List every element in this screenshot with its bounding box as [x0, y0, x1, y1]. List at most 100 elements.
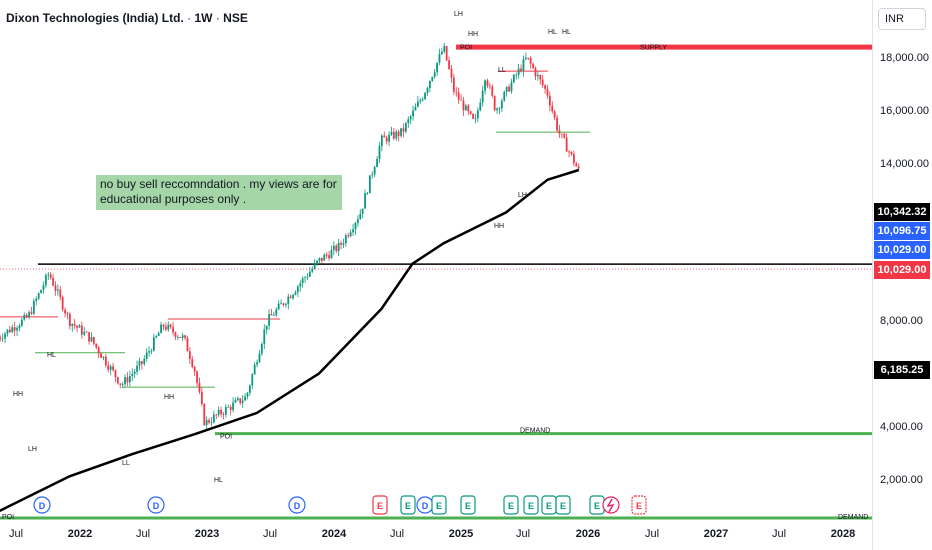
candle-175 — [416, 101, 419, 107]
y-tick-label: 14,000.00 — [880, 158, 929, 170]
poi-label-3: POI — [2, 514, 14, 521]
earnings-marker-label-7: E — [465, 501, 471, 511]
candle-67 — [157, 333, 160, 336]
swing-label-8: HH — [494, 223, 504, 230]
candle-202 — [481, 90, 484, 103]
ema-200-line — [0, 168, 580, 513]
candle-22 — [49, 274, 52, 278]
candle-194 — [462, 100, 465, 111]
candle-203 — [484, 80, 486, 91]
candle-89 — [210, 422, 213, 423]
candle-234 — [558, 130, 561, 134]
candle-177 — [421, 99, 424, 101]
candle-133 — [316, 260, 318, 264]
candle-114 — [270, 314, 273, 316]
candle-79 — [186, 337, 189, 352]
candle-149 — [354, 223, 357, 230]
candle-27 — [61, 297, 64, 310]
candle-73 — [172, 326, 174, 333]
candle-93 — [220, 409, 222, 415]
candle-23 — [52, 277, 54, 286]
candle-104 — [246, 392, 249, 397]
candle-83 — [196, 371, 198, 383]
candle-173 — [412, 110, 414, 117]
interval[interactable]: 1W — [194, 11, 213, 25]
candle-13 — [28, 312, 30, 318]
candle-98 — [232, 402, 234, 410]
candle-184 — [438, 54, 441, 63]
candle-33 — [76, 325, 78, 328]
x-tick-label: 2028 — [830, 528, 856, 540]
candle-153 — [364, 193, 366, 209]
candle-47 — [109, 366, 112, 370]
swing-label-0: HH — [13, 391, 23, 398]
candle-235 — [560, 133, 563, 135]
dividend-marker-label-5: D — [422, 501, 429, 511]
supply-zone — [456, 44, 872, 50]
candle-8 — [16, 328, 18, 331]
candle-77 — [181, 335, 184, 338]
candle-109 — [258, 353, 261, 363]
candle-200 — [476, 110, 479, 119]
candle-209 — [498, 108, 501, 110]
candle-162 — [385, 137, 388, 142]
candle-229 — [546, 88, 549, 96]
x-tick-label: Jul — [262, 528, 278, 540]
candle-55 — [128, 376, 131, 383]
candle-26 — [59, 289, 62, 298]
swing-label-4: HH — [164, 394, 174, 401]
candle-124 — [294, 292, 297, 295]
earnings-marker-label-12: E — [594, 501, 600, 511]
x-tick-label: Jul — [389, 528, 405, 540]
x-tick-label: 2022 — [67, 528, 93, 540]
candle-165 — [392, 131, 395, 139]
y-tick-label: 18,000.00 — [880, 52, 929, 64]
candle-57 — [133, 371, 136, 374]
candle-63 — [148, 351, 150, 353]
candle-117 — [277, 303, 280, 310]
candle-182 — [433, 72, 436, 77]
candle-95 — [224, 407, 227, 415]
candle-163 — [388, 134, 390, 142]
candle-44 — [102, 356, 105, 358]
x-tick-label: 2026 — [575, 528, 601, 540]
candle-191 — [455, 91, 458, 93]
candle-62 — [145, 352, 148, 359]
candle-50 — [116, 377, 119, 384]
x-tick-label: 2024 — [321, 528, 347, 540]
candle-167 — [397, 131, 400, 136]
candle-146 — [347, 235, 350, 237]
earnings-marker-13 — [631, 495, 647, 515]
currency-selector[interactable]: INR — [878, 8, 926, 30]
candle-141 — [335, 245, 338, 252]
candle-70 — [164, 326, 167, 330]
level-price-tag: 6,185.25 — [874, 361, 930, 379]
candle-102 — [241, 400, 244, 404]
candle-123 — [292, 294, 294, 299]
candle-105 — [248, 385, 251, 393]
candle-88 — [208, 419, 210, 423]
candle-11 — [23, 314, 26, 320]
candle-241 — [575, 163, 578, 167]
candle-58 — [136, 365, 138, 372]
candle-32 — [73, 323, 76, 326]
candle-14 — [30, 312, 33, 314]
candle-94 — [222, 414, 225, 415]
candle-16 — [35, 298, 38, 302]
x-tick-label: 2023 — [194, 528, 220, 540]
dividend-marker-label-2: D — [294, 501, 301, 511]
candle-30 — [68, 313, 71, 327]
candle-99 — [234, 400, 237, 403]
earnings-marker-9 — [523, 495, 539, 515]
note-line-2: educational purposes only . — [100, 192, 247, 206]
price-plot[interactable]: SUPPLY POI DEMAND POI DEMAND POI HH HL LH LL HH HL L… — [0, 0, 872, 550]
candle-185 — [440, 51, 443, 55]
candle-24 — [54, 285, 57, 291]
candle-129 — [306, 276, 309, 278]
candle-36 — [83, 331, 86, 335]
last-price-tag: 10,029.00 — [874, 261, 930, 279]
disclaimer-note[interactable]: no buy sell reccomndation . my views are… — [96, 175, 342, 210]
candle-178 — [424, 92, 426, 100]
candle-240 — [572, 153, 575, 164]
